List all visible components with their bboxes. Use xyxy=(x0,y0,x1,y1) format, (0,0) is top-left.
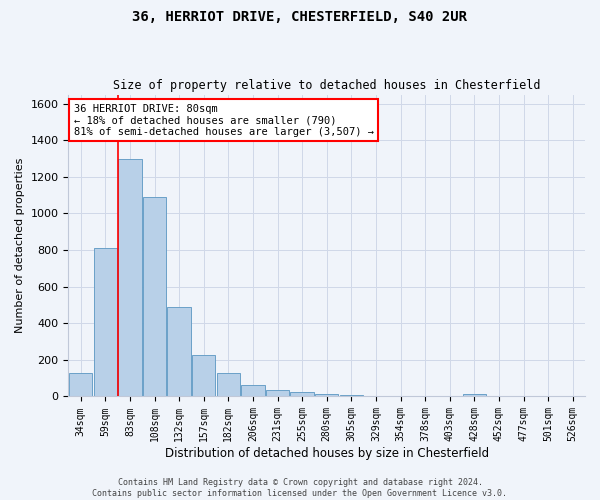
Bar xyxy=(118,158,142,396)
Bar xyxy=(192,356,215,397)
Text: 36 HERRIOT DRIVE: 80sqm
← 18% of detached houses are smaller (790)
81% of semi-d: 36 HERRIOT DRIVE: 80sqm ← 18% of detache… xyxy=(74,104,374,137)
Bar xyxy=(143,197,166,396)
Bar xyxy=(266,390,289,396)
Bar xyxy=(217,372,240,396)
X-axis label: Distribution of detached houses by size in Chesterfield: Distribution of detached houses by size … xyxy=(164,447,489,460)
Bar xyxy=(69,372,92,396)
Y-axis label: Number of detached properties: Number of detached properties xyxy=(15,158,25,333)
Text: 36, HERRIOT DRIVE, CHESTERFIELD, S40 2UR: 36, HERRIOT DRIVE, CHESTERFIELD, S40 2UR xyxy=(133,10,467,24)
Bar xyxy=(94,248,117,396)
Title: Size of property relative to detached houses in Chesterfield: Size of property relative to detached ho… xyxy=(113,79,541,92)
Bar xyxy=(315,394,338,396)
Bar xyxy=(241,384,265,396)
Bar xyxy=(167,307,191,396)
Bar xyxy=(290,392,314,396)
Text: Contains HM Land Registry data © Crown copyright and database right 2024.
Contai: Contains HM Land Registry data © Crown c… xyxy=(92,478,508,498)
Bar xyxy=(463,394,486,396)
